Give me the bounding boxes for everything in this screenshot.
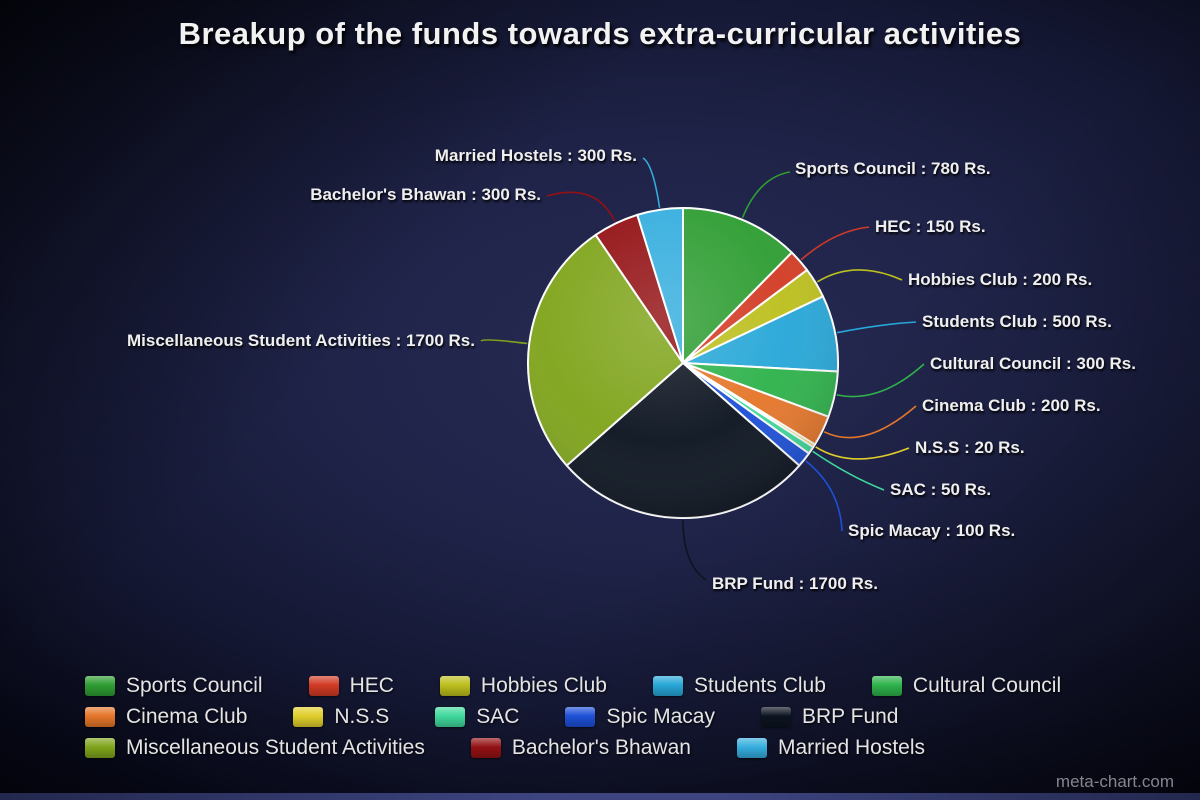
legend-label: SAC [476,705,520,728]
legend-swatch [85,707,115,727]
legend-item: SAC [435,705,519,729]
leader-line [480,339,528,345]
legend-item: Married Hostels [736,736,925,760]
legend: Sports Council HEC Hobbies Club Students Cl… [85,674,1107,760]
legend-swatch [652,676,683,696]
slice-label: Students Club : 500 Rs. [922,312,1112,331]
legend-item: Students Club [652,674,826,698]
legend-swatch [308,676,339,696]
legend-row: Cinema Club N.S.S SAC Spic Macay BRP Fund [85,705,1107,729]
slice-label: Spic Macay : 100 Rs. [848,521,1016,540]
leader-line [815,446,910,460]
slice-label: BRP Fund : 1700 Rs. [712,574,878,593]
legend-swatch [736,738,767,758]
legend-label: Cinema Club [126,705,248,728]
leader-line [805,460,843,532]
bottom-strip [0,793,1200,800]
slice-label: Sports Council : 780 Rs. [795,159,991,178]
legend-label: Cultural Council [912,674,1062,697]
slice-label: Miscellaneous Student Activities : 1700 … [127,331,475,350]
slice-label: Bachelor's Bhawan : 300 Rs. [310,185,541,204]
legend-row: Miscellaneous Student Activities Bachelor… [85,736,1107,760]
leader-line [546,191,616,222]
legend-label: Hobbies Club [480,674,607,697]
pie-slices [527,207,839,520]
slice-label: Married Hostels : 300 Rs. [434,146,637,165]
legend-item: Cultural Council [871,674,1062,698]
leader-line [682,519,707,581]
leader-line [741,171,791,219]
watermark: meta-chart.com [1055,772,1174,791]
leader-line [836,321,917,334]
chart-title: Breakup of the funds towards extra-curri… [178,16,1022,51]
legend-item: Sports Council [85,674,263,698]
slice-label: Cultural Council : 300 Rs. [930,354,1136,373]
slice-label: HEC : 150 Rs. [875,217,986,236]
legend-swatch [439,676,470,696]
slice-label: Cinema Club : 200 Rs. [922,396,1101,415]
legend-label: Spic Macay [606,705,715,728]
legend-item: N.S.S [293,705,389,729]
leader-line [823,405,917,439]
legend-label: HEC [349,674,394,697]
legend-label: Bachelor's Bhawan [511,736,691,759]
legend-label: Miscellaneous Student Activities [126,736,425,759]
legend-swatch [85,676,115,696]
legend-label: Sports Council [126,674,263,697]
leader-line [816,269,903,283]
legend-row: Sports Council HEC Hobbies Club Students Cl… [85,674,1107,698]
legend-item: Hobbies Club [439,674,607,698]
leader-line [642,157,661,208]
leader-line [800,226,870,261]
leader-line [836,363,925,398]
legend-swatch [435,707,466,727]
legend-item: Cinema Club [85,705,247,729]
legend-label: BRP Fund [801,705,899,728]
legend-item: Bachelor's Bhawan [470,736,691,760]
slice-label: N.S.S : 20 Rs. [915,438,1025,457]
legend-swatch [565,707,596,727]
slice-label: SAC : 50 Rs. [890,480,992,499]
legend-item: BRP Fund [760,705,899,729]
slice-label: Hobbies Club : 200 Rs. [908,270,1093,289]
legend-label: Married Hostels [777,736,925,759]
legend-swatch [760,707,791,727]
legend-swatch [85,738,115,758]
legend-item: Miscellaneous Student Activities [85,736,425,760]
legend-label: Students Club [693,674,826,697]
legend-swatch [470,738,501,758]
legend-label: N.S.S [334,705,390,728]
legend-item: Spic Macay [565,705,715,729]
legend-item: HEC [308,674,394,698]
legend-swatch [293,707,324,727]
legend-swatch [871,676,902,696]
